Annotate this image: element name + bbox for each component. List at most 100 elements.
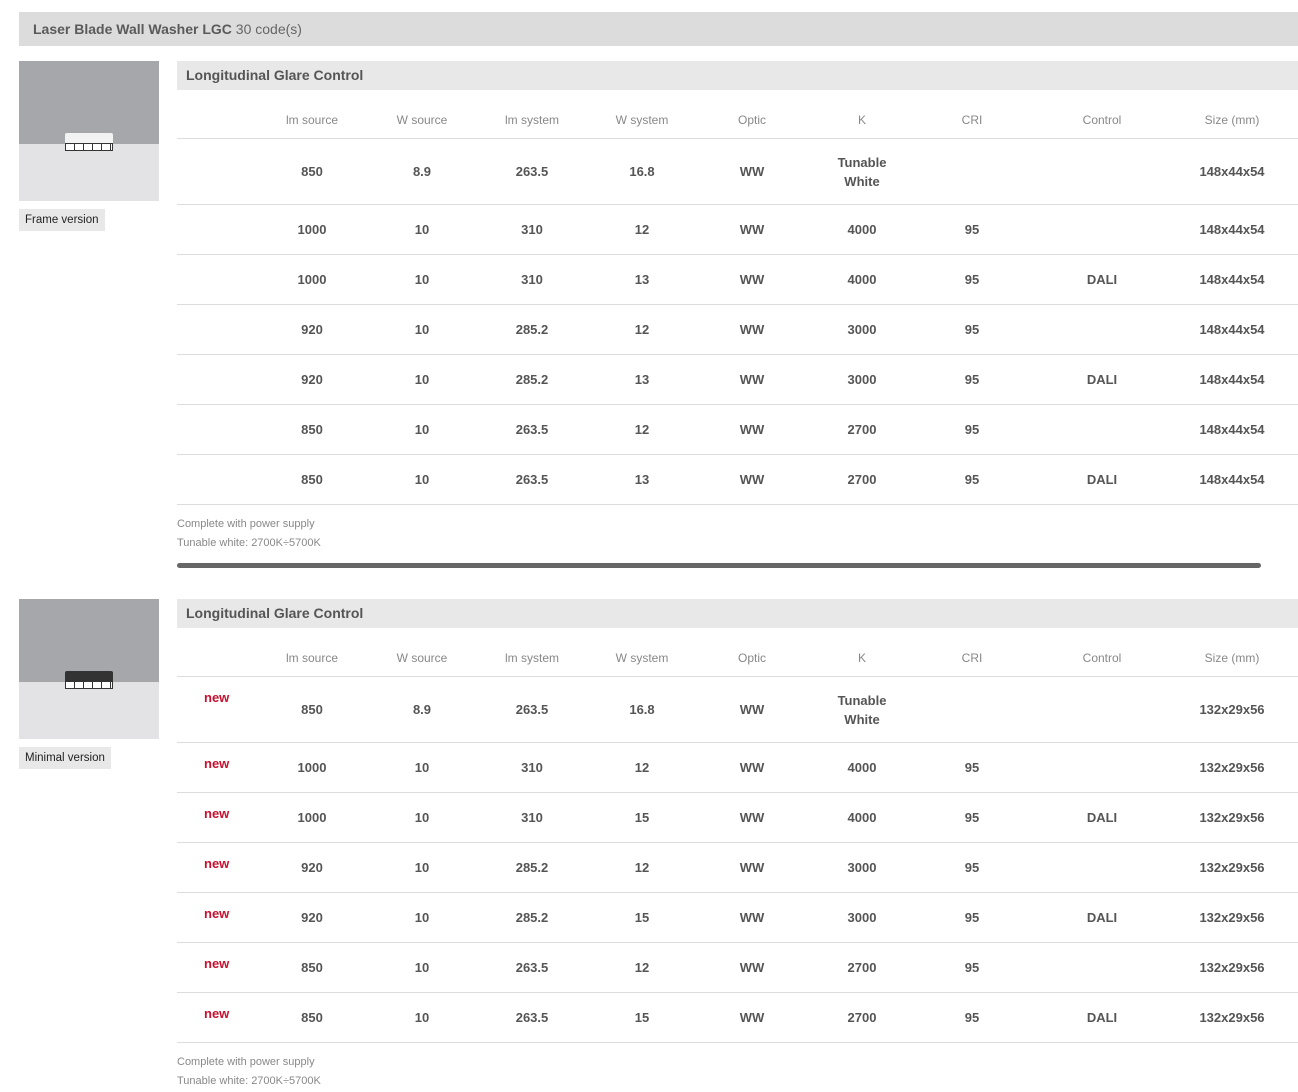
table-row[interactable]: new 850 10 263.5 15 WW 2700 95 DALI 132x29x56	[177, 993, 1298, 1043]
new-badge: new	[204, 856, 230, 871]
table-cell: 95	[964, 910, 980, 925]
table-cell	[1047, 943, 1157, 992]
table-cell: 4000	[847, 222, 877, 237]
table-row[interactable]: new 850 10 263.5 12 WW 2700 95 132x29x56	[177, 943, 1298, 993]
table-cell: DALI	[1086, 372, 1118, 387]
table-cell: WW	[739, 164, 765, 179]
table-notes: Complete with power supply Tunable white:…	[177, 505, 1298, 553]
table-cell: 2700	[847, 960, 877, 975]
table-cell: 1000	[297, 810, 327, 825]
table-cell: 12	[634, 760, 650, 775]
table-cell: 10	[414, 910, 430, 925]
product-image[interactable]	[19, 61, 159, 201]
table-cell: 12	[634, 222, 650, 237]
table-cell: 95	[964, 372, 980, 387]
column-header: K	[857, 650, 866, 665]
table-cell: 850	[301, 164, 323, 179]
table-cell: 263.5	[515, 1010, 549, 1025]
table-cell: 148x44x54	[1199, 372, 1265, 387]
table-cell: 285.2	[515, 860, 549, 875]
table-cell: 850	[301, 702, 323, 717]
table-cell: 850	[301, 472, 323, 487]
table-cell	[1047, 305, 1157, 354]
table-cell: 132x29x56	[1199, 910, 1265, 925]
table-row[interactable]: new 850 8.9 263.5 16.8 WW Tunable White 132x29x…	[177, 677, 1298, 743]
table-cell: 16.8	[629, 164, 655, 179]
table-cell	[1047, 205, 1157, 254]
table-cell: 3000	[847, 910, 877, 925]
table-cell: 920	[301, 322, 323, 337]
table-row[interactable]: new 1000 10 310 15 WW 4000 95 DALI 132x29x56	[177, 793, 1298, 843]
table-cell: WW	[739, 760, 765, 775]
column-header: lm source	[285, 650, 338, 665]
horizontal-scrollbar[interactable]	[177, 563, 1261, 568]
table-cell: 285.2	[515, 322, 549, 337]
table-cell: 1000	[297, 760, 327, 775]
table-cell: 1000	[297, 272, 327, 287]
table-cell: 1000	[297, 222, 327, 237]
table-cell: 920	[301, 860, 323, 875]
table-cell	[917, 139, 1027, 204]
column-header: W system	[615, 112, 669, 127]
table-cell: 13	[634, 272, 650, 287]
table-cell: 263.5	[515, 422, 549, 437]
note: Complete with power supply	[177, 1056, 315, 1068]
table-cell: 148x44x54	[1199, 322, 1265, 337]
table-cell	[1047, 139, 1157, 204]
table-cell: 132x29x56	[1199, 810, 1265, 825]
table-cell: 95	[964, 810, 980, 825]
table-cell: 12	[634, 860, 650, 875]
table-row[interactable]: new 920 10 285.2 12 WW 3000 95 132x29x56	[177, 843, 1298, 893]
table-cell: 263.5	[515, 164, 549, 179]
table-cell: Tunable White	[837, 692, 887, 727]
table-row[interactable]: 850 8.9 263.5 16.8 WW Tunable White 148x44x54	[177, 139, 1298, 205]
table-cell: 10	[414, 860, 430, 875]
column-header: Size (mm)	[1204, 112, 1260, 127]
table-cell: 10	[414, 960, 430, 975]
table-cell: 95	[964, 760, 980, 775]
table-cell: WW	[739, 422, 765, 437]
table-cell: 10	[414, 1010, 430, 1025]
table-cell: 263.5	[515, 960, 549, 975]
code-count: 30 code(s)	[235, 21, 302, 37]
table-cell: WW	[739, 810, 765, 825]
column-header: Size (mm)	[1204, 650, 1260, 665]
table-cell: 850	[301, 422, 323, 437]
table-row[interactable]: new 920 10 285.2 15 WW 3000 95 DALI 132x29x56	[177, 893, 1298, 943]
table-cell: 2700	[847, 1010, 877, 1025]
table-cell: 4000	[847, 810, 877, 825]
table-cell: 4000	[847, 760, 877, 775]
table-cell	[1047, 843, 1157, 892]
table-cell: 95	[964, 960, 980, 975]
product-image[interactable]	[19, 599, 159, 739]
table-cell: 310	[521, 760, 543, 775]
table-cell: 95	[964, 860, 980, 875]
table-cell: WW	[739, 222, 765, 237]
table-row[interactable]: 920 10 285.2 12 WW 3000 95 148x44x54	[177, 305, 1298, 355]
table-cell: 12	[634, 322, 650, 337]
table-row[interactable]: 850 10 263.5 13 WW 2700 95 DALI 148x44x54	[177, 455, 1298, 505]
table-row[interactable]: 1000 10 310 13 WW 4000 95 DALI 148x44x54	[177, 255, 1298, 305]
table-cell	[917, 677, 1027, 742]
table-row[interactable]: 920 10 285.2 13 WW 3000 95 DALI 148x44x54	[177, 355, 1298, 405]
table-cell: 8.9	[412, 164, 432, 179]
fixture-louver-graphic	[65, 143, 113, 151]
table-row[interactable]: 850 10 263.5 12 WW 2700 95 148x44x54	[177, 405, 1298, 455]
table-cell: 3000	[847, 372, 877, 387]
table-cell: 95	[964, 322, 980, 337]
table-row[interactable]: new 1000 10 310 12 WW 4000 95 132x29x56	[177, 743, 1298, 793]
table-cell: WW	[739, 910, 765, 925]
table-title: Longitudinal Glare Control	[177, 61, 1298, 90]
table-cell: 2700	[847, 422, 877, 437]
table-cell: 148x44x54	[1199, 422, 1265, 437]
table-cell: Tunable White	[837, 154, 887, 189]
new-badge: new	[204, 1006, 230, 1021]
column-header: W system	[615, 650, 669, 665]
table-header: lm source W source lm system W system Optic K…	[177, 628, 1298, 677]
table-cell: 15	[634, 810, 650, 825]
table-cell: 95	[964, 422, 980, 437]
new-badge: new	[204, 806, 230, 821]
table-cell: 285.2	[515, 910, 549, 925]
table-cell	[1047, 743, 1157, 792]
table-row[interactable]: 1000 10 310 12 WW 4000 95 148x44x54	[177, 205, 1298, 255]
